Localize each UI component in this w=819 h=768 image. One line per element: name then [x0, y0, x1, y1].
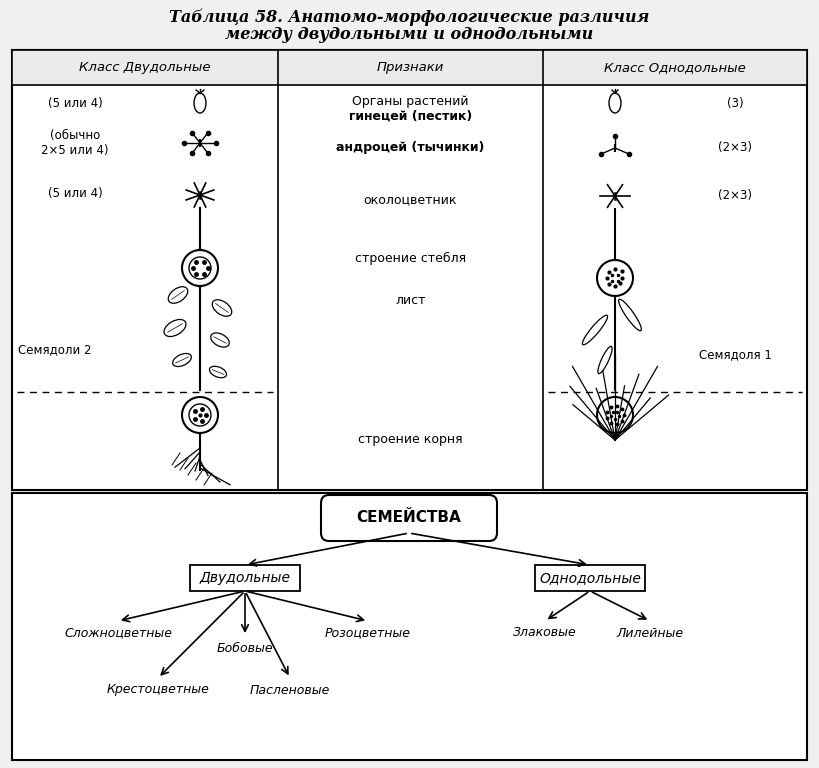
FancyBboxPatch shape — [321, 495, 497, 541]
Circle shape — [189, 257, 211, 279]
Text: СЕМЕЙСТВА: СЕМЕЙСТВА — [356, 511, 461, 525]
Ellipse shape — [609, 93, 621, 113]
Text: Злаковые: Злаковые — [514, 627, 577, 640]
Ellipse shape — [212, 300, 232, 316]
Text: Крестоцветные: Крестоцветные — [106, 684, 210, 697]
Text: Таблица 58. Анатомо-морфологические различия: Таблица 58. Анатомо-морфологические разл… — [169, 8, 649, 25]
Text: (3): (3) — [726, 97, 744, 110]
Text: Семядоля 1: Семядоля 1 — [699, 349, 771, 362]
Ellipse shape — [168, 286, 188, 303]
Text: Однодольные: Однодольные — [539, 571, 641, 585]
Ellipse shape — [582, 315, 608, 345]
Ellipse shape — [210, 333, 229, 347]
Bar — [12, 493, 807, 760]
Ellipse shape — [173, 353, 192, 366]
Text: Лилейные: Лилейные — [617, 627, 684, 640]
Text: между двудольными и однодольными: между двудольными и однодольными — [225, 26, 593, 43]
Circle shape — [597, 260, 633, 296]
Bar — [12, 50, 807, 85]
Text: строение корня: строение корня — [358, 433, 463, 446]
Text: андроцей (тычинки): андроцей (тычинки) — [337, 141, 485, 154]
Text: Сложноцветные: Сложноцветные — [64, 627, 172, 640]
Text: околоцветник: околоцветник — [364, 194, 457, 207]
Ellipse shape — [618, 300, 641, 331]
Text: Бобовые: Бобовые — [217, 641, 274, 654]
Text: лист: лист — [396, 293, 426, 306]
Circle shape — [189, 404, 211, 426]
Text: гинецей (пестик): гинецей (пестик) — [349, 110, 472, 123]
Circle shape — [182, 397, 218, 433]
Text: Пасленовые: Пасленовые — [250, 684, 330, 697]
Circle shape — [182, 250, 218, 286]
Text: (2×3): (2×3) — [718, 190, 752, 203]
Text: строение стебля: строение стебля — [355, 251, 466, 264]
Ellipse shape — [194, 93, 206, 113]
Text: Класс Однодольные: Класс Однодольные — [604, 61, 746, 74]
Text: Розоцветные: Розоцветные — [325, 627, 411, 640]
Text: (5 или 4): (5 или 4) — [48, 97, 102, 110]
Bar — [190, 565, 300, 591]
Ellipse shape — [164, 319, 186, 336]
Text: (обычно
2×5 или 4): (обычно 2×5 или 4) — [41, 129, 109, 157]
Text: (5 или 4): (5 или 4) — [48, 187, 102, 200]
Text: Двудольные: Двудольные — [200, 571, 291, 585]
Ellipse shape — [210, 366, 227, 378]
Bar — [535, 565, 645, 591]
Circle shape — [597, 397, 633, 433]
Text: Органы растений: Органы растений — [352, 95, 468, 108]
Bar — [12, 50, 807, 490]
Text: Семядоли 2: Семядоли 2 — [18, 343, 92, 356]
Text: Признаки: Признаки — [377, 61, 444, 74]
Ellipse shape — [598, 346, 612, 374]
Text: Класс Двудольные: Класс Двудольные — [79, 61, 210, 74]
Text: (2×3): (2×3) — [718, 141, 752, 154]
